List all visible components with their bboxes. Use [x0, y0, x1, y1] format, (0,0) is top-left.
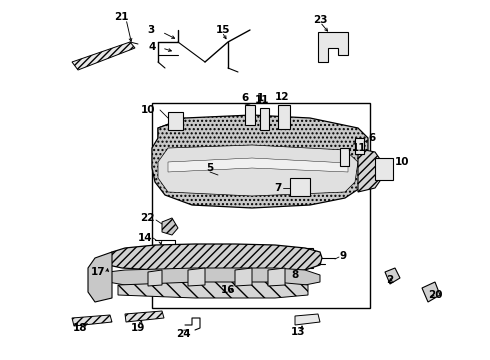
Text: 21: 21 — [114, 12, 128, 22]
Text: 12: 12 — [275, 92, 289, 102]
Text: 10: 10 — [395, 157, 410, 167]
Bar — [245, 105, 255, 125]
Text: 8: 8 — [292, 270, 298, 280]
Polygon shape — [72, 315, 112, 326]
Polygon shape — [158, 118, 192, 148]
Text: 13: 13 — [291, 327, 305, 337]
Polygon shape — [118, 282, 308, 298]
Polygon shape — [268, 268, 285, 286]
Text: 17: 17 — [90, 267, 105, 277]
Polygon shape — [72, 42, 135, 70]
Bar — [168, 112, 183, 130]
Polygon shape — [168, 158, 348, 172]
Bar — [290, 178, 310, 196]
Polygon shape — [158, 145, 358, 196]
Text: 23: 23 — [313, 15, 327, 25]
Text: 6: 6 — [368, 133, 375, 143]
Polygon shape — [148, 270, 162, 286]
Bar — [278, 105, 290, 129]
Text: 11: 11 — [255, 95, 269, 105]
Polygon shape — [108, 244, 322, 273]
Polygon shape — [108, 268, 320, 286]
Bar — [152, 103, 370, 308]
Text: 1: 1 — [256, 93, 264, 103]
Text: 2: 2 — [387, 275, 393, 285]
Text: 18: 18 — [73, 323, 87, 333]
Polygon shape — [152, 115, 368, 208]
Polygon shape — [162, 218, 178, 235]
Text: 24: 24 — [176, 329, 190, 339]
Polygon shape — [235, 268, 252, 286]
Polygon shape — [188, 268, 205, 286]
Polygon shape — [125, 311, 164, 322]
Polygon shape — [88, 252, 112, 302]
Bar — [295, 248, 313, 268]
Text: 20: 20 — [428, 290, 442, 300]
Bar — [355, 138, 364, 154]
Text: 10: 10 — [141, 105, 155, 115]
Text: 19: 19 — [131, 323, 145, 333]
Polygon shape — [385, 268, 400, 284]
Bar — [340, 148, 349, 166]
Text: 14: 14 — [137, 233, 152, 243]
Text: 22: 22 — [141, 213, 155, 223]
Text: 5: 5 — [206, 163, 214, 173]
Text: 16: 16 — [221, 285, 235, 295]
Bar — [375, 158, 393, 180]
Polygon shape — [422, 282, 440, 302]
Polygon shape — [295, 314, 320, 325]
Bar — [260, 108, 269, 130]
Polygon shape — [355, 148, 382, 192]
Text: 4: 4 — [148, 42, 156, 52]
Polygon shape — [318, 32, 348, 62]
Text: 3: 3 — [148, 25, 155, 35]
Text: 6: 6 — [242, 93, 248, 103]
Text: 15: 15 — [216, 25, 230, 35]
Text: 11: 11 — [352, 143, 367, 153]
Text: 9: 9 — [340, 251, 347, 261]
Text: 7: 7 — [274, 183, 282, 193]
